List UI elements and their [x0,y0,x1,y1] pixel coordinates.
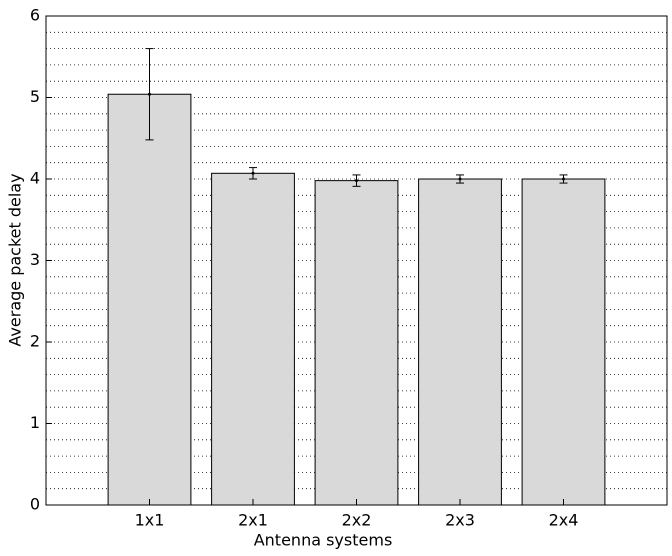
x-tick-label: 2x3 [445,511,475,530]
y-tick-label: 4 [30,169,40,188]
bar [107,93,192,506]
error-bar [352,174,361,187]
y-tick-label: 3 [30,250,40,269]
error-bar [145,48,154,141]
plot-frame [45,15,668,506]
error-bar [249,167,257,180]
error-bar [559,174,568,184]
y-tick-label: 2 [30,332,40,351]
y-tick-label: 0 [30,495,40,514]
x-tick-label: 2x2 [342,511,372,530]
y-tick-label: 5 [30,87,40,106]
x-tick-label: 2x1 [238,511,268,530]
y-tick-label: 1 [30,413,40,432]
x-tick-label: 1x1 [135,511,165,530]
bar [521,178,606,506]
x-tick-label: 2x4 [549,511,579,530]
bar [211,172,295,506]
y-tick-label: 6 [30,6,40,25]
x-axis-label: Antenna systems [254,531,393,550]
bar [418,178,502,506]
error-bar [456,174,464,184]
y-axis-label: Average packet delay [6,173,25,346]
bar [314,180,399,506]
